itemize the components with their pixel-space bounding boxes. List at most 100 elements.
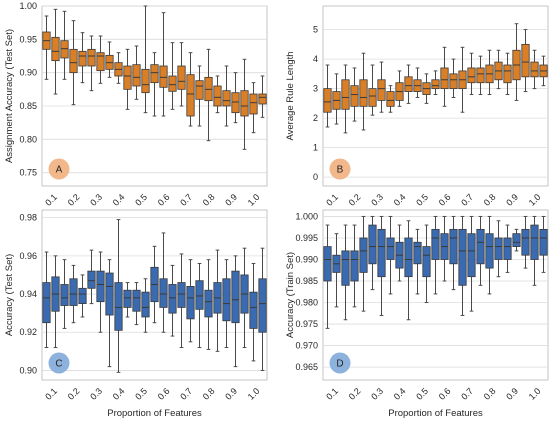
box-17: [467, 215, 476, 312]
box-7: [377, 215, 386, 316]
iqr-box: [204, 289, 213, 318]
x-tick-label: 0.7: [459, 192, 475, 208]
x-tick-label: 0.1: [43, 192, 59, 208]
iqr-box: [159, 65, 168, 88]
box-21: [222, 259, 231, 349]
box-16: [177, 42, 186, 107]
iqr-box: [258, 93, 267, 105]
iqr-box: [449, 228, 458, 265]
box-14: [159, 232, 168, 333]
iqr-box: [341, 250, 350, 286]
iqr-box: [123, 289, 132, 308]
x-tick-label: 1.0: [527, 386, 543, 402]
iqr-box: [476, 67, 485, 84]
box-6: [87, 249, 96, 305]
box-3: [341, 224, 350, 321]
box-12: [141, 278, 150, 333]
box-15: [168, 264, 177, 337]
box-16: [177, 253, 186, 349]
iqr-box: [368, 224, 377, 265]
box-16: [458, 46, 467, 113]
x-tick-label: 0.8: [482, 192, 498, 208]
x-axis-label: Proportion of Features: [388, 408, 483, 419]
box-1: [42, 251, 51, 349]
x-tick-label: 0.1: [324, 386, 340, 402]
iqr-box: [168, 284, 177, 314]
box-18: [195, 262, 204, 349]
box-7: [96, 35, 105, 84]
box-1: [323, 224, 332, 329]
box-19: [204, 259, 213, 350]
iqr-box: [69, 278, 78, 306]
box-15: [168, 42, 177, 110]
box-14: [440, 215, 449, 282]
box-14: [159, 12, 168, 117]
iqr-box: [377, 79, 386, 101]
iqr-box: [132, 64, 141, 87]
x-tick-label: 0.5: [133, 386, 149, 402]
box-19: [485, 49, 494, 96]
y-tick-label: 0.96: [19, 251, 37, 261]
iqr-box: [78, 287, 87, 304]
iqr-box: [123, 65, 132, 90]
iqr-box: [177, 65, 186, 90]
iqr-box: [530, 61, 539, 78]
box-22: [231, 72, 240, 124]
iqr-box: [132, 289, 141, 312]
x-tick-label: 0.9: [504, 192, 520, 208]
y-tick-label: 0.85: [19, 101, 37, 111]
box-3: [60, 259, 69, 329]
x-tick-label: 0.8: [482, 386, 498, 402]
y-tick-label: 2: [313, 113, 318, 123]
box-8: [105, 41, 114, 78]
iqr-box: [404, 76, 413, 92]
iqr-box: [521, 228, 530, 256]
iqr-box: [359, 79, 368, 107]
box-20: [494, 49, 503, 90]
box-3: [341, 64, 350, 134]
x-tick-label: 0.7: [459, 386, 475, 402]
iqr-box: [458, 228, 467, 286]
box-17: [186, 259, 195, 343]
x-tick-label: 0.4: [392, 386, 408, 402]
iqr-box: [503, 237, 512, 260]
box-10: [123, 48, 132, 110]
iqr-box: [186, 286, 195, 320]
iqr-box: [404, 237, 413, 278]
panel-letter: C: [55, 359, 62, 370]
box-8: [105, 259, 114, 368]
x-tick-label: 0.5: [414, 386, 430, 402]
x-tick-label: 0.5: [133, 192, 149, 208]
iqr-box: [530, 224, 539, 260]
x-tick-label: 0.6: [437, 386, 453, 402]
box-5: [359, 215, 368, 312]
box-12: [141, 5, 150, 114]
iqr-box: [105, 272, 114, 316]
iqr-box: [168, 75, 177, 92]
box-9: [114, 219, 123, 373]
y-tick-label: 0.98: [19, 213, 37, 223]
box-4: [350, 67, 359, 122]
iqr-box: [60, 284, 69, 306]
box-22: [231, 255, 240, 368]
iqr-box: [141, 291, 150, 318]
box-18: [195, 65, 204, 127]
iqr-box: [213, 85, 222, 107]
box-7: [96, 251, 105, 333]
y-tick-label: 0.970: [295, 341, 318, 351]
iqr-box: [485, 233, 494, 269]
y-tick-label: 0.95: [19, 34, 37, 44]
iqr-box: [60, 40, 69, 59]
iqr-box: [222, 90, 231, 107]
box-4: [69, 264, 78, 324]
x-tick-label: 0.3: [88, 192, 104, 208]
x-tick-label: 0.5: [414, 192, 430, 208]
box-5: [78, 32, 87, 84]
box-4: [69, 20, 78, 106]
iqr-box: [476, 228, 485, 265]
x-tick-label: 0.4: [392, 192, 408, 208]
x-tick-label: 0.9: [223, 192, 239, 208]
iqr-box: [431, 228, 440, 260]
box-22: [512, 23, 521, 101]
iqr-box: [141, 68, 150, 94]
